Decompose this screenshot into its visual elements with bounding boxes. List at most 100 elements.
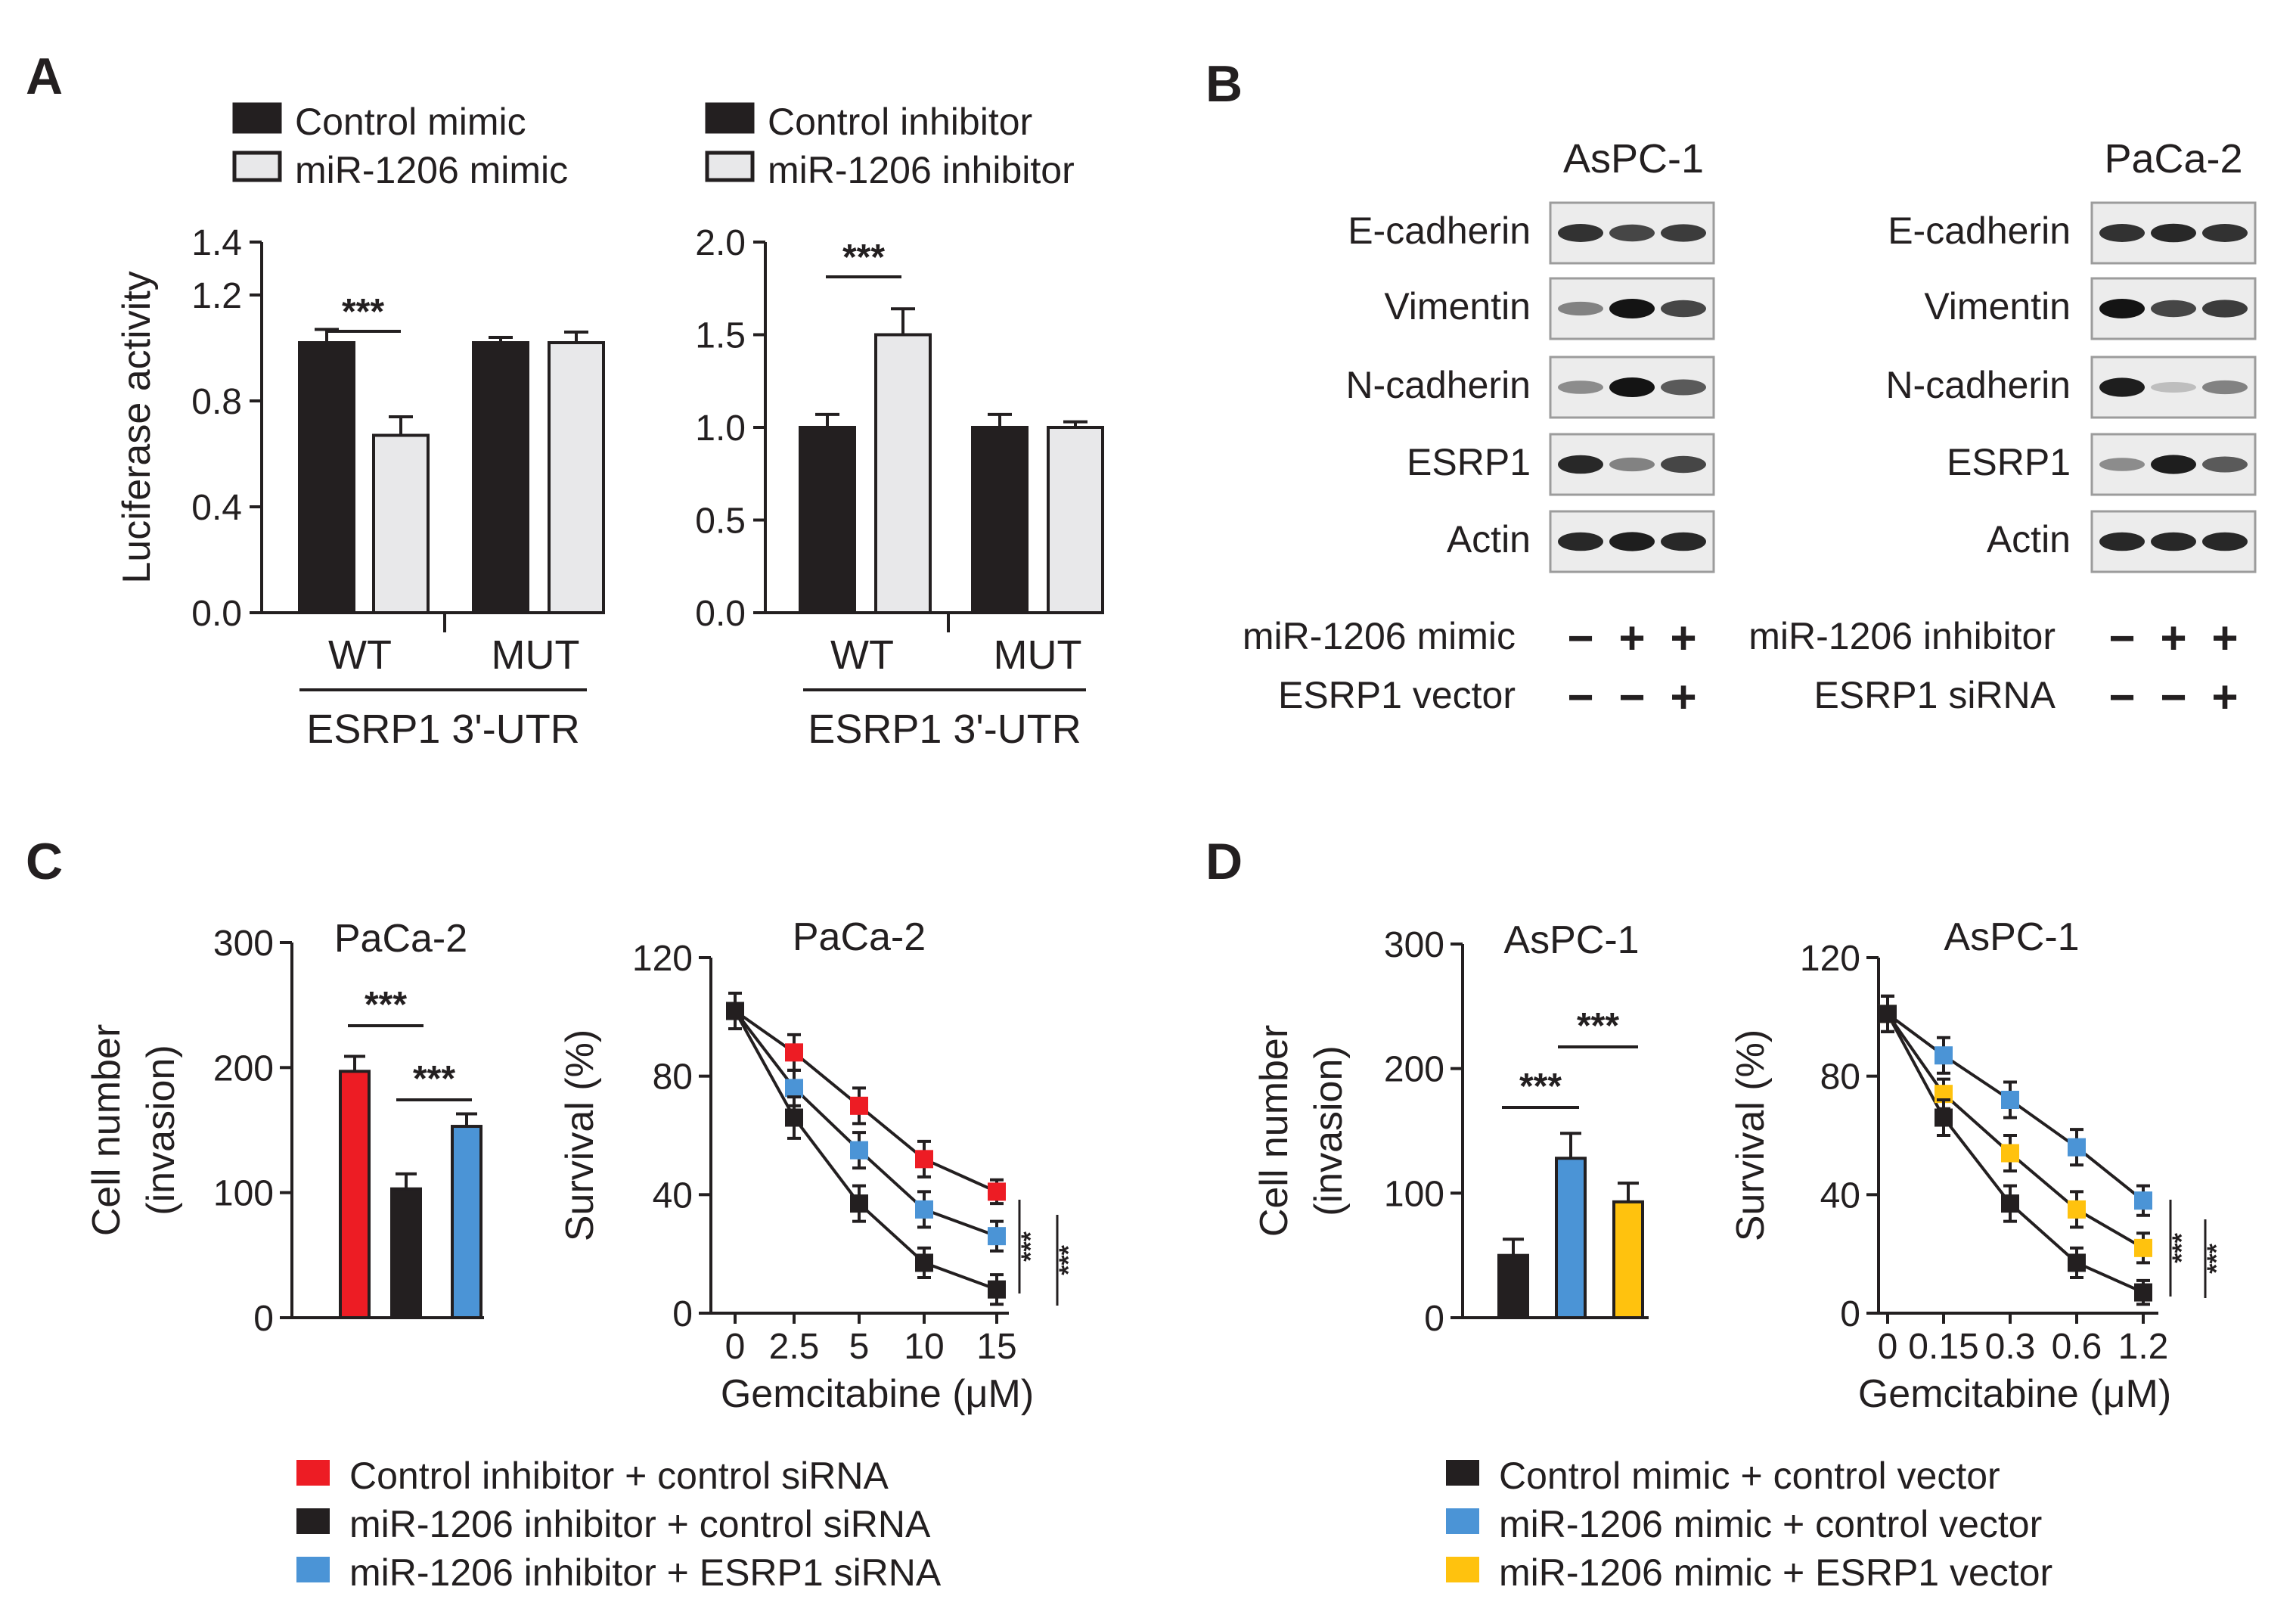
panel_C-line-sig-label-0: *** xyxy=(1016,1231,1045,1261)
left-bar-wt-0 xyxy=(298,341,355,614)
left-band-4-2 xyxy=(1661,532,1706,551)
panel_D-line-xtick-label-3: 0.6 xyxy=(2052,1327,2102,1367)
left-protein-vimentin: Vimentin xyxy=(1384,285,1531,328)
panel_D-bar-sig-label-0: *** xyxy=(1519,1067,1562,1107)
panel_C-line-xtick-label-1: 2.5 xyxy=(769,1327,820,1367)
panel_C-legend-label-0: Control inhibitor + control siRNA xyxy=(349,1455,889,1497)
left-ytick-label-0: 0.0 xyxy=(191,594,242,634)
right-band-0-1 xyxy=(2151,223,2196,243)
panel_C-legend-swatch-2 xyxy=(296,1557,330,1582)
panel-d: 0 100 200 300 AsPC-1 Cell number (invasion) ***… xyxy=(1252,915,2231,1594)
panel_D-series-2-point-3 xyxy=(2068,1253,2086,1272)
panel_C-line-xlabel: Gemcitabine (μM) xyxy=(721,1372,1034,1416)
left-group-label-1: MUT xyxy=(492,632,580,678)
panel_D-bar-2 xyxy=(1612,1200,1644,1319)
panel_D-series-2-point-4 xyxy=(2134,1283,2152,1302)
panel_C-series-0-point-1 xyxy=(785,1043,803,1062)
panel_D-line-ytick-label-3: 120 xyxy=(1800,939,1860,979)
left-protein-esrp1: ESRP1 xyxy=(1407,441,1531,483)
right-ytick-label-2: 1.0 xyxy=(695,408,746,449)
panel_D-series-1-point-4 xyxy=(2134,1238,2152,1257)
right-band-3-2 xyxy=(2202,456,2248,473)
right-ytick-label-1: 0.5 xyxy=(695,502,746,542)
panel_C-series-1-point-2 xyxy=(850,1141,868,1160)
panel_C-line-ytick-label-3: 120 xyxy=(632,939,693,979)
panel_C-line-xtick-label-2: 5 xyxy=(849,1327,870,1367)
left-bar-mut-0 xyxy=(472,341,529,614)
panel_C-line-sig-label-1: *** xyxy=(1054,1244,1083,1275)
panel_D-bar-ytick-label-1: 100 xyxy=(1384,1174,1444,1214)
left-band-3-1 xyxy=(1609,457,1655,472)
panel_D-line-xlabel: Gemcitabine (μM) xyxy=(1858,1372,2171,1416)
left-ytick-label-4: 1.4 xyxy=(191,223,242,263)
panel_D-line-ylabel: Survival (%) xyxy=(1729,1029,1773,1241)
panel_D-legend-swatch-0 xyxy=(1446,1460,1479,1486)
right-band-1-1 xyxy=(2151,300,2196,318)
panel_D-bar-1 xyxy=(1555,1157,1587,1320)
right-band-2-1 xyxy=(2151,381,2196,393)
right-legend-label-1: miR-1206 inhibitor xyxy=(768,149,1075,191)
left-band-0-2 xyxy=(1661,224,1706,242)
right-protein-esrp1: ESRP1 xyxy=(1947,441,2071,483)
right-sign-0-1: + xyxy=(2160,613,2186,663)
panel_D-bar-sig-label-1: *** xyxy=(1577,1006,1619,1046)
panel_C-series-2-point-1 xyxy=(785,1108,803,1127)
panel_C-line-xtick-label-0: 0 xyxy=(725,1327,746,1367)
right-band-2-0 xyxy=(2099,377,2145,397)
left-sign-1-1: − xyxy=(1618,672,1645,722)
panel_D-legend-swatch-1 xyxy=(1446,1508,1479,1534)
right-protein-e-cadherin: E-cadherin xyxy=(1888,210,2071,252)
panel_D-line-ytick-label-0: 0 xyxy=(1840,1294,1860,1334)
left-bar-wt-1 xyxy=(372,433,430,614)
right-group-label-1: MUT xyxy=(994,632,1082,678)
right-bar-mut-0 xyxy=(971,426,1029,614)
right-sign-1-1: − xyxy=(2160,672,2186,722)
right-band-3-0 xyxy=(2099,458,2145,471)
panel_C-line-title: PaCa-2 xyxy=(793,915,926,959)
right-condition-1: ESRP1 siRNA xyxy=(1814,674,2056,716)
left-xlabel: ESRP1 3'-UTR xyxy=(306,707,579,752)
left-legend-swatch-1 xyxy=(232,151,282,182)
panel_D-line-xtick-label-4: 1.2 xyxy=(2118,1327,2169,1367)
left-sign-0-2: + xyxy=(1670,613,1696,663)
panel_D-series-1-point-2 xyxy=(2001,1144,2019,1163)
panel_C-legend-swatch-1 xyxy=(296,1508,330,1534)
panel_C-series-2-point-4 xyxy=(988,1280,1006,1299)
panel-letter-c: C xyxy=(26,833,63,890)
right-legend-swatch-0 xyxy=(705,102,755,134)
panel-b: AsPC-1 E-cadherin Vimentin N-cadherin ESRP1 A… xyxy=(1243,136,2257,722)
panel_C-bar-0 xyxy=(339,1070,371,1319)
left-group-label-0: WT xyxy=(328,632,392,678)
panel_C-series-0-point-2 xyxy=(850,1096,868,1115)
panel_C-legend-label-1: miR-1206 inhibitor + control siRNA xyxy=(349,1503,931,1545)
panel_D-series-0-point-2 xyxy=(2001,1091,2019,1109)
left-sign-0-1: + xyxy=(1618,613,1645,663)
left-sign-1-2: + xyxy=(1670,672,1696,722)
panel_C-bar-ytick-label-2: 200 xyxy=(213,1048,274,1089)
panel_C-series-1-point-1 xyxy=(785,1079,803,1098)
panel_D-legend-label-0: Control mimic + control vector xyxy=(1499,1455,2000,1497)
panel_C-series-2-point-0 xyxy=(726,1002,744,1020)
panel_C-bar-2 xyxy=(451,1125,482,1320)
right-condition-0: miR-1206 inhibitor xyxy=(1748,615,2056,657)
panel-a: Control mimic miR-1206 mimic 0.0 0.4 0.8 1.2 1… xyxy=(115,101,1104,752)
panel_D-bar-0 xyxy=(1497,1253,1529,1319)
right-protein-vimentin: Vimentin xyxy=(1924,285,2071,328)
left-band-2-1 xyxy=(1609,377,1655,397)
left-protein-n-cadherin: N-cadherin xyxy=(1345,364,1531,406)
panel_C-line-ytick-label-2: 80 xyxy=(653,1057,693,1098)
right-bar-wt-0 xyxy=(799,426,856,614)
right-band-1-0 xyxy=(2099,299,2145,318)
right-cell-line: PaCa-2 xyxy=(2104,136,2242,182)
left-ytick-label-3: 1.2 xyxy=(191,276,242,316)
panel_D-bar-ylabel-0: Cell number xyxy=(1252,1025,1296,1237)
panel_D-legend-label-2: miR-1206 mimic + ESRP1 vector xyxy=(1499,1551,2052,1594)
right-group-label-0: WT xyxy=(830,632,894,678)
left-band-3-2 xyxy=(1661,455,1706,474)
right-band-4-1 xyxy=(2151,532,2196,551)
right-band-4-0 xyxy=(2099,532,2145,551)
right-bar-wt-1 xyxy=(874,333,932,614)
left-legend-label-0: Control mimic xyxy=(295,101,526,143)
